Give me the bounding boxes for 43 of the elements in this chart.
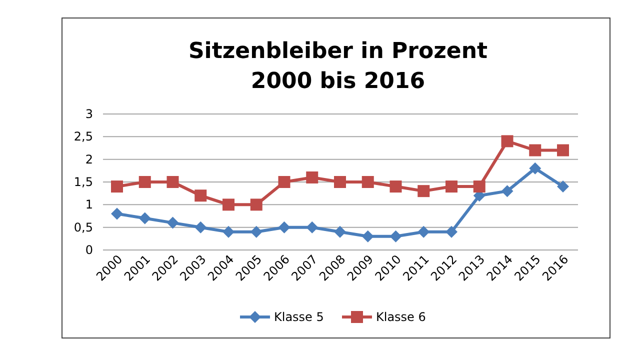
point	[138, 212, 151, 224]
point	[529, 162, 542, 174]
point	[250, 198, 262, 211]
point	[473, 180, 486, 193]
point	[222, 226, 234, 238]
point	[362, 230, 374, 242]
point	[278, 221, 290, 234]
y-tick-label: 0,5	[74, 220, 93, 234]
point	[334, 176, 346, 188]
y-tick-label: 1	[85, 198, 93, 212]
point	[306, 171, 318, 184]
chart-title: Sitzenbleiber in Prozent 2000 bis 2016	[188, 39, 488, 94]
point	[529, 144, 542, 156]
point	[501, 185, 514, 198]
y-tick-label: 2,5	[74, 130, 93, 144]
point	[278, 176, 290, 188]
point	[390, 230, 402, 242]
point	[138, 176, 151, 188]
point	[306, 221, 318, 234]
point	[557, 180, 569, 193]
point	[557, 144, 569, 156]
point	[194, 190, 207, 202]
point	[418, 226, 430, 238]
point	[418, 185, 430, 198]
point	[390, 180, 402, 193]
point	[111, 180, 123, 193]
point	[111, 208, 123, 220]
point	[362, 176, 374, 188]
point	[222, 198, 234, 211]
legend-label: Klasse 6	[376, 310, 426, 324]
y-tick-label: 2	[85, 152, 93, 166]
point	[166, 176, 179, 188]
point	[250, 226, 262, 238]
y-tick-label: 0	[85, 243, 93, 257]
point	[446, 180, 458, 193]
legend-label: Klasse 5	[274, 310, 324, 324]
point	[334, 226, 346, 238]
point	[501, 135, 514, 148]
point	[446, 226, 458, 238]
y-tick-label: 1,5	[74, 175, 93, 189]
point	[166, 216, 179, 229]
y-tick-label: 3	[85, 107, 93, 121]
point	[194, 221, 207, 234]
